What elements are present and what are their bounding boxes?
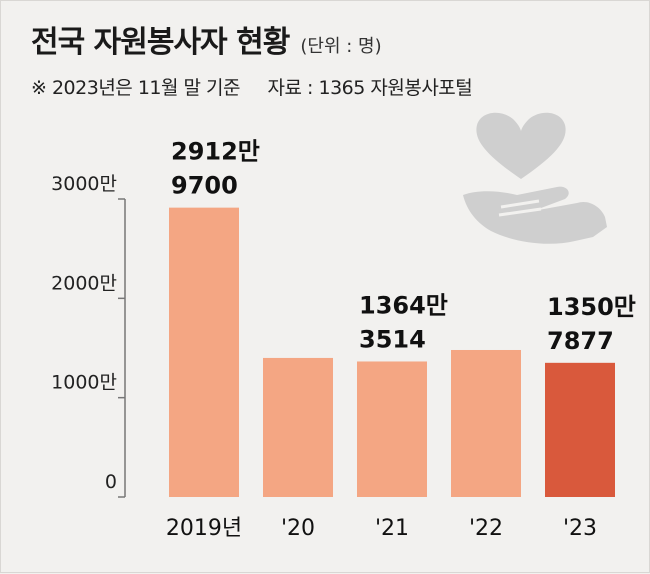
data-label-line1: 2912만 bbox=[171, 138, 260, 166]
y-axis: 0 1000만 2000만 3000만 bbox=[51, 173, 126, 498]
x-tick-label: '22 bbox=[469, 516, 503, 541]
data-label-line2: 7877 bbox=[547, 327, 614, 355]
data-label-line1: 1364만 bbox=[359, 291, 448, 319]
y-tick-label: 0 bbox=[105, 471, 117, 493]
bar-3 bbox=[451, 349, 521, 497]
note-text: ※ 2023년은 11월 말 기준 bbox=[31, 77, 241, 99]
unit-label: (단위 : 명) bbox=[300, 36, 382, 57]
data-label-line2: 9700 bbox=[171, 172, 238, 200]
x-tick-label: '21 bbox=[375, 516, 409, 541]
bar-0 bbox=[169, 207, 239, 498]
bar-2 bbox=[357, 361, 427, 497]
heart-on-hand-icon bbox=[463, 112, 607, 244]
x-tick-label: '20 bbox=[281, 516, 315, 541]
bar-1 bbox=[263, 357, 333, 497]
data-labels: 2912만 9700 1364만 3514 1350만 7877 bbox=[171, 138, 636, 355]
chart-title: 전국 자원봉사자 현황 bbox=[31, 25, 290, 60]
bars: 2019년 '20 '21 '22 '23 bbox=[166, 207, 615, 541]
y-tick-label: 2000만 bbox=[51, 272, 117, 294]
x-tick-label: '23 bbox=[563, 516, 597, 541]
x-tick-label: 2019년 bbox=[166, 516, 242, 541]
y-tick-label: 1000만 bbox=[51, 372, 117, 394]
data-label-line2: 3514 bbox=[359, 325, 426, 353]
source-text: 자료 : 1365 자원봉사포털 bbox=[267, 77, 473, 99]
subtitle-line: ※ 2023년은 11월 말 기준 자료 : 1365 자원봉사포털 bbox=[31, 73, 473, 100]
title-area: 전국 자원봉사자 현황 (단위 : 명) bbox=[31, 17, 382, 61]
data-label-line1: 1350만 bbox=[547, 293, 636, 321]
y-tick-label: 3000만 bbox=[51, 173, 117, 195]
bar-4 bbox=[545, 362, 615, 497]
